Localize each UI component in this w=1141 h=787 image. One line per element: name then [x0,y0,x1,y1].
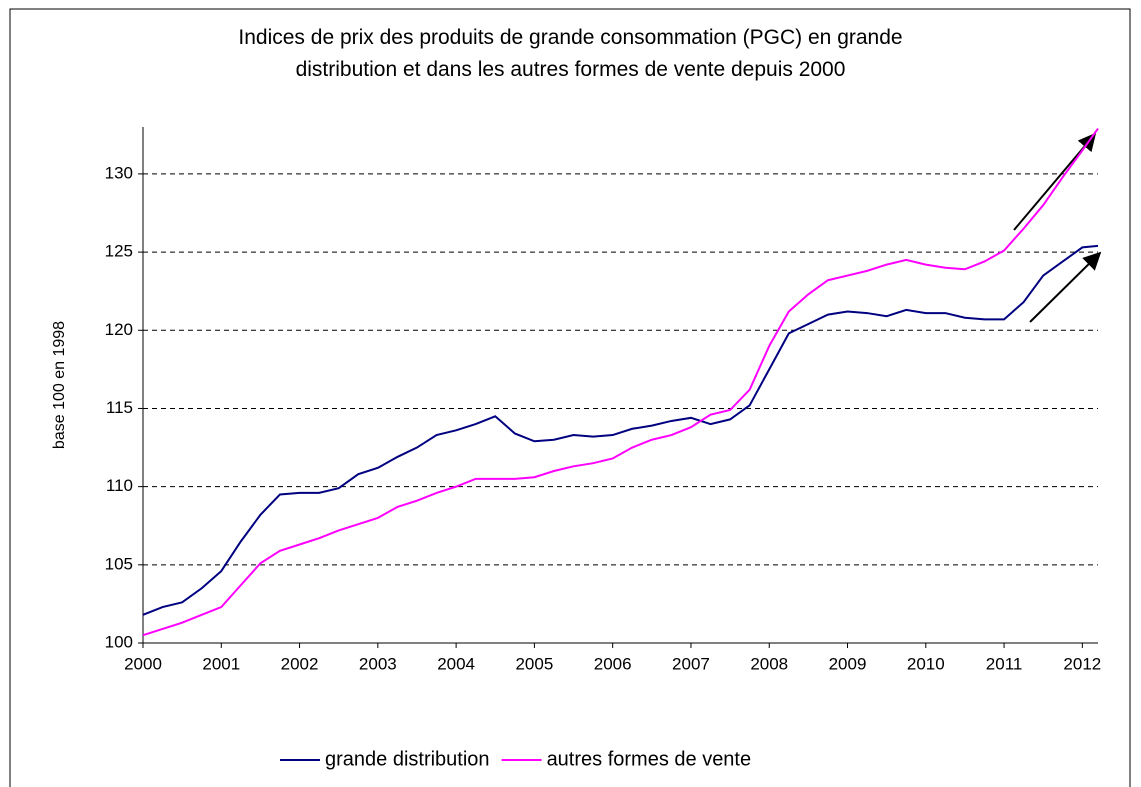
x-tick-label: 2010 [907,654,945,673]
x-tick-label: 2012 [1063,654,1101,673]
x-tick-label: 2011 [986,654,1023,673]
x-tick-label: 2000 [124,654,162,673]
series-line [142,127,1099,637]
series-line [142,244,1099,616]
arrow [1029,251,1102,323]
y-tick-label: 120 [105,320,133,339]
y-tick-label: 130 [105,163,133,182]
y-tick-label: 110 [106,476,133,495]
legend-label: autres formes de vente [547,748,752,770]
x-tick-label: 2003 [359,654,397,673]
chart-frame [9,8,1131,787]
x-tick-label: 2006 [594,654,632,673]
x-tick-label: 2009 [829,654,867,673]
x-tick-label: 2002 [281,654,319,673]
x-tick-label: 2001 [202,654,240,673]
x-tick-label: 2008 [750,654,788,673]
y-tick-label: 115 [106,398,133,417]
y-tick-label: 125 [105,242,133,261]
x-tick-label: 2004 [437,654,475,673]
legend-label: grande distribution [325,748,490,770]
x-tick-label: 2005 [515,654,553,673]
x-tick-label: 2007 [672,654,710,673]
chart-title: Indices de prix des produits de grande c… [238,26,903,81]
y-axis-label: base 100 en 1998 [51,321,68,449]
y-tick-label: 105 [105,554,133,573]
y-tick-label: 100 [105,632,133,651]
